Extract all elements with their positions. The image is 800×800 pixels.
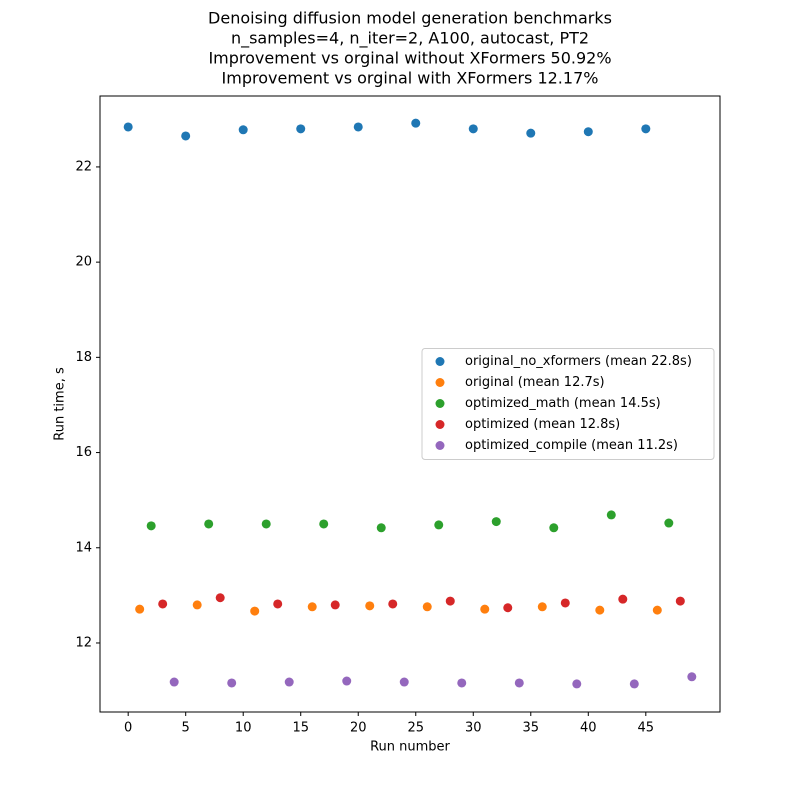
point xyxy=(284,677,294,687)
y-tick-label: 12 xyxy=(75,635,92,650)
point xyxy=(261,519,271,529)
point xyxy=(192,600,202,610)
legend-marker xyxy=(435,357,445,366)
point xyxy=(319,519,329,529)
point xyxy=(307,602,317,612)
point xyxy=(549,523,559,533)
legend-box xyxy=(421,348,715,460)
point xyxy=(238,125,248,135)
point xyxy=(169,677,179,687)
point xyxy=(422,602,432,612)
y-tick-label: 18 xyxy=(75,350,92,365)
point xyxy=(687,672,697,682)
x-tick-label: 0 xyxy=(124,721,132,736)
title: Denoising diffusion model generation ben… xyxy=(208,9,612,88)
legend-label: optimized_math (mean 14.5s) xyxy=(465,396,661,411)
point xyxy=(560,598,570,608)
x-tick-label: 20 xyxy=(350,721,367,736)
point xyxy=(606,510,616,520)
x-tick-label: 10 xyxy=(235,721,252,736)
plot-frame xyxy=(99,95,721,713)
point xyxy=(583,127,593,137)
title-line: Denoising diffusion model generation ben… xyxy=(208,9,612,28)
y-tick-label: 20 xyxy=(75,255,92,270)
point xyxy=(158,599,168,609)
point xyxy=(468,124,478,134)
point xyxy=(503,603,513,613)
legend-label: optimized (mean 12.8s) xyxy=(465,417,620,432)
point xyxy=(457,678,467,688)
point xyxy=(215,593,225,603)
point xyxy=(342,676,352,686)
x-tick-label: 15 xyxy=(292,721,309,736)
legend-label: optimized_compile (mean 11.2s) xyxy=(465,438,678,453)
point xyxy=(480,604,490,614)
point xyxy=(123,122,133,132)
point xyxy=(273,599,283,609)
legend-marker xyxy=(435,420,445,429)
point xyxy=(146,521,156,531)
point xyxy=(618,594,628,604)
x-tick-label: 25 xyxy=(407,721,424,736)
title-line: Improvement vs orginal with XFormers 12.… xyxy=(222,69,599,88)
point xyxy=(365,601,375,611)
x-tick-label: 5 xyxy=(182,721,190,736)
legend-label: original (mean 12.7s) xyxy=(465,375,605,390)
point xyxy=(526,128,536,138)
point xyxy=(388,599,398,609)
point xyxy=(491,517,501,527)
y-tick-label: 14 xyxy=(75,540,92,555)
point xyxy=(135,604,145,614)
y-axis-label: Run time, s xyxy=(53,367,68,441)
point xyxy=(641,124,651,134)
x-tick-label: 35 xyxy=(523,721,540,736)
point xyxy=(537,602,547,612)
point xyxy=(572,679,582,689)
point xyxy=(514,678,524,688)
x-axis-label: Run number xyxy=(370,740,450,755)
legend-marker xyxy=(435,378,445,387)
point xyxy=(434,520,444,530)
point xyxy=(181,131,191,141)
point xyxy=(227,678,237,688)
x-tick-label: 30 xyxy=(465,721,482,736)
title-line: n_samples=4, n_iter=2, A100, autocast, P… xyxy=(231,29,589,49)
title-line: Improvement vs orginal without XFormers … xyxy=(208,49,611,68)
point xyxy=(353,122,363,132)
x-tick-label: 45 xyxy=(638,721,655,736)
point xyxy=(204,519,214,529)
point xyxy=(595,605,605,615)
point xyxy=(445,596,455,606)
point xyxy=(411,118,421,128)
point xyxy=(629,679,639,689)
point xyxy=(330,600,340,610)
point xyxy=(376,523,386,533)
point xyxy=(652,605,662,615)
point xyxy=(250,606,260,616)
legend-marker xyxy=(435,399,445,408)
point xyxy=(675,596,685,606)
point xyxy=(399,677,409,687)
point xyxy=(664,518,674,528)
y-tick-label: 16 xyxy=(75,445,92,460)
legend-label: original_no_xformers (mean 22.8s) xyxy=(465,354,692,369)
legend: original_no_xformers (mean 22.8s) origina… xyxy=(421,348,715,460)
x-tick-label: 40 xyxy=(580,721,597,736)
legend-marker xyxy=(435,441,445,450)
point xyxy=(296,124,306,134)
y-tick-label: 22 xyxy=(75,159,92,174)
